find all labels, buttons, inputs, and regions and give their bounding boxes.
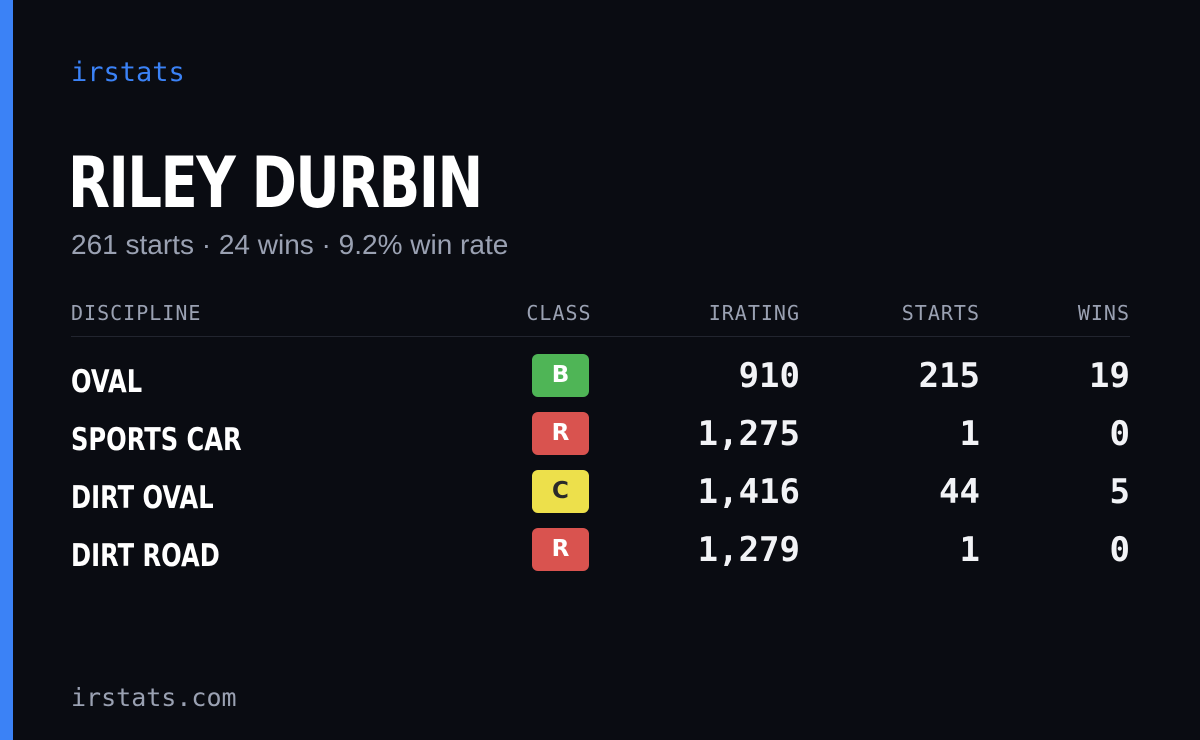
discipline-name: DIRT OVAL — [71, 480, 214, 516]
header-starts: STARTS — [901, 301, 980, 325]
license-class-badge: C — [532, 470, 589, 513]
header-wins: WINS — [1077, 301, 1130, 325]
wins-value: 5 — [1109, 472, 1130, 512]
table-row: SPORTS CAR R 1,275 1 0 — [71, 412, 1130, 470]
starts-value: 44 — [939, 472, 980, 512]
discipline-name: OVAL — [71, 364, 143, 400]
footer-domain: irstats.com — [71, 683, 237, 712]
irating-value: 1,279 — [697, 530, 800, 570]
player-name: RILEY DURBIN — [68, 142, 483, 224]
accent-bar — [0, 0, 13, 740]
table-row: DIRT OVAL C 1,416 44 5 — [71, 470, 1130, 528]
irating-value: 1,416 — [697, 472, 800, 512]
irating-value: 1,275 — [697, 414, 800, 454]
license-class-badge: R — [532, 412, 589, 455]
license-class-badge: R — [532, 528, 589, 571]
header-irating: IRATING — [708, 301, 800, 325]
irating-value: 910 — [738, 356, 800, 396]
table-body: OVAL B 910 215 19 SPORTS CAR R 1,275 1 0… — [71, 337, 1130, 586]
header-discipline: DISCIPLINE — [71, 301, 202, 325]
wins-value: 0 — [1109, 530, 1130, 570]
header-class: CLASS — [526, 301, 592, 325]
brand-logo: irstats — [71, 57, 185, 88]
license-class-badge: B — [532, 354, 589, 397]
player-summary: 261 starts · 24 wins · 9.2% win rate — [71, 229, 509, 260]
starts-value: 1 — [959, 530, 980, 570]
table-header: DISCIPLINE CLASS IRATING STARTS WINS — [71, 296, 1130, 337]
discipline-name: SPORTS CAR — [71, 422, 242, 458]
starts-value: 1 — [959, 414, 980, 454]
table-row: DIRT ROAD R 1,279 1 0 — [71, 528, 1130, 586]
discipline-name: DIRT ROAD — [71, 538, 220, 574]
table-row: OVAL B 910 215 19 — [71, 354, 1130, 412]
wins-value: 0 — [1109, 414, 1130, 454]
starts-value: 215 — [918, 356, 980, 396]
discipline-stats-table: DISCIPLINE CLASS IRATING STARTS WINS OVA… — [71, 296, 1130, 586]
wins-value: 19 — [1089, 356, 1130, 396]
